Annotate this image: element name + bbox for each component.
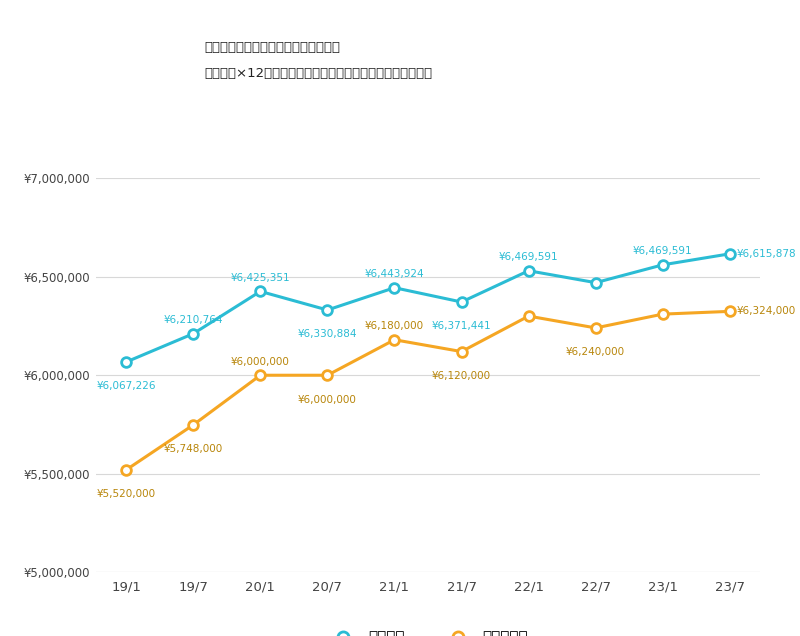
Text: ¥6,615,878: ¥6,615,878	[737, 249, 796, 259]
Text: ¥6,210,764: ¥6,210,764	[163, 315, 223, 326]
Legend: 平均年収, 中央値年収: 平均年収, 中央値年収	[322, 625, 534, 636]
Text: 平均年収の推移: 平均年収の推移	[58, 52, 134, 69]
Text: ¥6,371,441: ¥6,371,441	[432, 321, 491, 331]
Text: ¥6,000,000: ¥6,000,000	[298, 395, 357, 404]
Text: ¥6,240,000: ¥6,240,000	[566, 347, 626, 357]
Text: 月次給与×12ヶ月分の金額（成果給を含まない金額）です。: 月次給与×12ヶ月分の金額（成果給を含まない金額）です。	[204, 67, 432, 80]
Text: 平均年収として掲載している内容は、: 平均年収として掲載している内容は、	[204, 41, 340, 54]
Text: ¥6,120,000: ¥6,120,000	[432, 371, 491, 381]
Text: ¥6,469,591: ¥6,469,591	[633, 247, 693, 256]
Text: ¥6,180,000: ¥6,180,000	[365, 321, 424, 331]
Text: ¥5,520,000: ¥5,520,000	[97, 489, 156, 499]
Text: ¥6,469,591: ¥6,469,591	[498, 252, 558, 263]
Text: ¥6,330,884: ¥6,330,884	[298, 329, 357, 340]
Text: ¥5,748,000: ¥5,748,000	[164, 445, 223, 454]
Text: ¥6,443,924: ¥6,443,924	[365, 270, 424, 279]
Text: ¥6,000,000: ¥6,000,000	[231, 357, 290, 367]
Text: ¥6,067,226: ¥6,067,226	[97, 382, 156, 391]
Text: ¥6,425,351: ¥6,425,351	[230, 273, 290, 283]
Text: ¥6,324,000: ¥6,324,000	[737, 307, 796, 316]
